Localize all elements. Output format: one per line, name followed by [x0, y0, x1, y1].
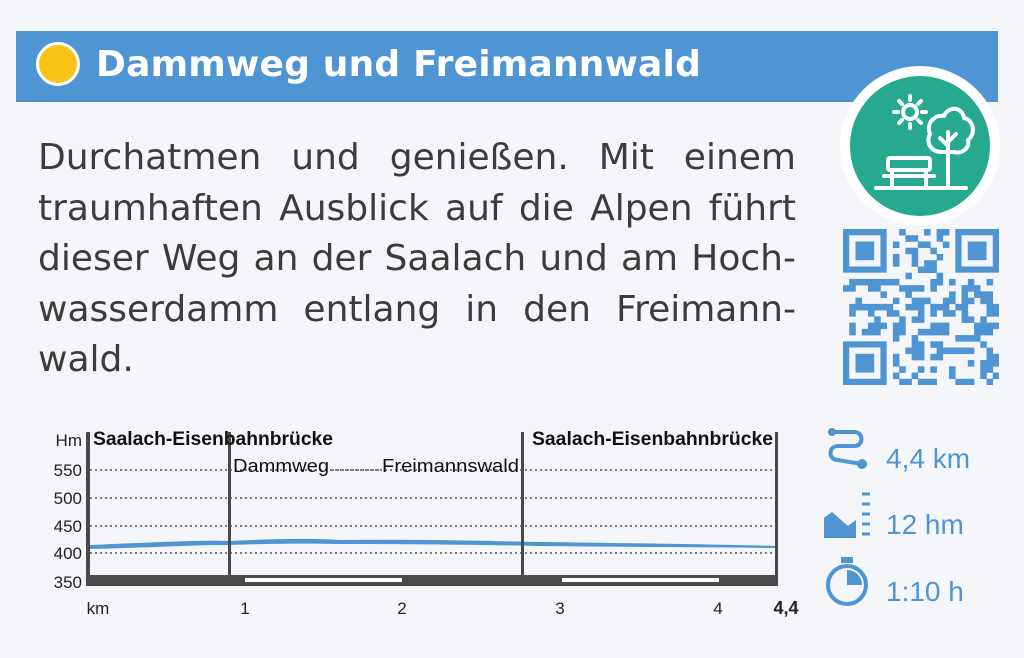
route-description: Durchatmen und genießen. Mit einem traum… — [38, 137, 796, 380]
x-tick-2: 2 — [397, 599, 406, 618]
sun-icon — [36, 42, 80, 86]
profile-base-bar — [86, 575, 778, 586]
profile-y-axis — [86, 432, 90, 582]
elevation-profile: Hm 550 500 450 400 350 km 1 2 3 4 4,4 Sa… — [54, 429, 799, 618]
elevation-gain-icon — [824, 492, 870, 538]
waypoint-marker-2 — [521, 432, 524, 582]
elevation-value: 12 hm — [886, 509, 964, 540]
distance-value: 4,4 km — [886, 443, 971, 474]
elevation-band — [90, 538, 778, 549]
y-tick-400: 400 — [54, 544, 82, 563]
km-segment-2 — [245, 578, 402, 582]
y-unit-label: Hm — [56, 431, 82, 450]
x-tick-3: 3 — [555, 599, 564, 618]
waypoint-end-label: Saalach-Eisenbahnbrücke — [532, 429, 773, 450]
x-tick-4: 4 — [713, 599, 722, 618]
y-tick-450: 450 — [54, 517, 82, 536]
waypoint-freimannswald-label: Freimannswald — [382, 456, 519, 476]
park-bench-tree-sun-icon — [850, 76, 990, 216]
route-distance-icon — [828, 428, 867, 469]
x-tick-1: 1 — [240, 599, 249, 618]
y-tick-500: 500 — [54, 489, 82, 508]
waypoint-start-label: Saalach-Eisenbahnbrücke — [93, 429, 333, 450]
duration-value: 1:10 h — [886, 576, 964, 607]
page-title: Dammweg und Freimannwald — [96, 44, 702, 85]
km-segment-4 — [562, 578, 719, 582]
stopwatch-icon — [826, 557, 868, 606]
x-tick-end: 4,4 — [773, 598, 798, 618]
y-tick-550: 550 — [54, 461, 82, 480]
x-unit-label: km — [87, 599, 110, 618]
waypoint-marker-1 — [228, 432, 231, 582]
waypoint-dammweg-label: Dammweg — [233, 456, 329, 476]
waypoint-marker-end — [775, 432, 778, 582]
y-tick-350: 350 — [54, 573, 82, 592]
qr-code-icon — [843, 229, 999, 385]
title-bar — [16, 31, 998, 102]
category-badge — [840, 66, 1000, 226]
